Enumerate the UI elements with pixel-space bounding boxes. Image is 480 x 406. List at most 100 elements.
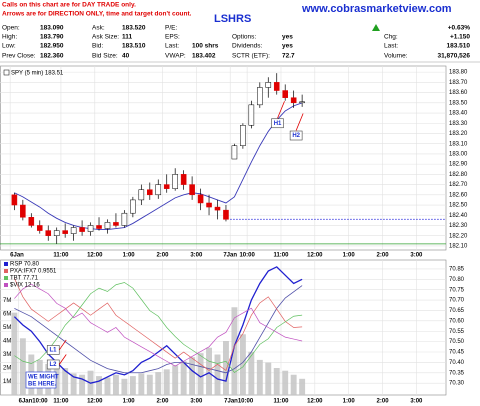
annotation-box <box>271 118 284 129</box>
y-tick-label: 70.40 <box>449 360 465 366</box>
quote-label: Last: <box>384 43 398 50</box>
quote-label: Dividends: <box>232 43 263 50</box>
y-tick-label: 70.30 <box>449 381 465 387</box>
legend-text: TBT 77.71 <box>10 276 39 282</box>
candle-body <box>223 209 229 220</box>
quote-value: yes <box>282 43 293 50</box>
volume-bar <box>146 374 153 395</box>
x-tick-label: 3:00 <box>190 399 203 405</box>
volume-bar <box>256 359 263 395</box>
y2-tick-label: 3M <box>3 352 11 358</box>
candle-body <box>79 227 85 232</box>
candle-body <box>180 174 187 185</box>
candle-body <box>96 225 102 229</box>
quote-value: yes <box>282 34 293 41</box>
candle-body <box>231 145 238 160</box>
y-tick-label: 183.50 <box>449 100 468 106</box>
series-line <box>14 282 303 373</box>
quote-label: Bid: <box>92 43 103 50</box>
quote-value: 183.090 <box>40 25 64 32</box>
candle-body <box>163 184 170 189</box>
x-tick-label: 7Jan10:00 <box>224 399 254 405</box>
volume-bar <box>197 353 204 395</box>
quote-value: 183.402 <box>192 53 216 60</box>
series-line <box>14 278 303 372</box>
y-tick-label: 70.50 <box>449 339 465 345</box>
quote-value: 183.790 <box>40 34 64 41</box>
x-tick-label: 11:00 <box>273 253 289 259</box>
quote-label: Ask Size: <box>92 34 119 41</box>
annotation-text: L1 <box>49 348 57 354</box>
x-tick-label: 2:00 <box>156 253 169 259</box>
quote-value: 183.510 <box>447 43 471 50</box>
annotation-arrow <box>277 101 285 119</box>
legend-text: PXA:IFX7 0.9551 <box>10 269 57 275</box>
x-tick-label: 6Jan <box>10 253 24 259</box>
legend-swatch <box>4 262 8 266</box>
y-tick-label: 70.75 <box>449 287 465 293</box>
volume-bar <box>214 354 221 395</box>
volume-bar <box>282 370 289 395</box>
volume-bar <box>231 307 238 395</box>
series-line <box>13 266 303 384</box>
quote-label: Low: <box>2 43 16 50</box>
quote-label: Volume: <box>384 53 408 60</box>
volume-bar <box>265 362 272 395</box>
volume-bar <box>172 365 179 395</box>
x-tick-label: 12:00 <box>87 399 103 405</box>
quote-label: High: <box>2 34 17 41</box>
y-tick-label: 182.50 <box>449 203 468 209</box>
y-tick-label: 70.55 <box>449 329 465 335</box>
quote-label: Open: <box>2 25 20 32</box>
quote-label: Options: <box>232 34 256 41</box>
quote-value: 31,870,526 <box>437 53 470 60</box>
quote-value: +0.63% <box>448 25 470 32</box>
candle-body <box>214 206 221 211</box>
x-tick-label: 7Jan <box>223 253 237 259</box>
candle-body <box>155 184 162 196</box>
y2-tick-label: 2M <box>3 366 11 372</box>
quote-label: Chg: <box>384 34 398 41</box>
candle-body <box>290 97 297 104</box>
quote-label: Prev Close: <box>2 53 36 60</box>
callout-text: WE MIGHT <box>28 375 59 381</box>
candle-body <box>147 189 153 196</box>
volume-bar <box>62 368 69 395</box>
symbol-title: LSHRS <box>214 13 251 25</box>
volume-bar <box>163 369 170 395</box>
candle-body <box>138 189 145 201</box>
candle-body <box>282 90 288 98</box>
quote-value: 182.360 <box>40 53 64 60</box>
candle-body <box>240 125 246 146</box>
candle-body <box>130 199 136 214</box>
volume-bar <box>121 378 128 395</box>
y-tick-label: 183.30 <box>449 121 468 127</box>
y-tick-label: 183.70 <box>449 80 468 86</box>
y-tick-label: 183.10 <box>449 141 468 147</box>
quote-value: 182.950 <box>40 43 64 50</box>
up-triangle <box>372 24 380 31</box>
x-tick-label: 12:00 <box>87 253 103 259</box>
quote-label: P/E: <box>165 25 177 32</box>
quote-label: EPS: <box>165 34 180 41</box>
candle-body <box>53 230 60 236</box>
x-tick-label: 2:00 <box>377 399 390 405</box>
volume-bar <box>223 341 229 395</box>
note-line: Arrows are for DIRECTION ONLY, time and … <box>2 11 192 18</box>
quote-label: VWAP: <box>165 53 186 60</box>
quote-value: 40 <box>122 53 130 60</box>
candle-body <box>104 222 111 229</box>
y-tick-label: 183.00 <box>449 151 468 157</box>
series-line <box>14 285 303 374</box>
legend-swatch <box>4 269 8 273</box>
y-tick-label: 70.45 <box>449 350 465 356</box>
volume-bar <box>129 376 136 395</box>
volume-bar <box>189 357 196 395</box>
volume-bar <box>273 368 280 395</box>
y-tick-label: 70.60 <box>449 318 465 324</box>
y-tick-label: 70.65 <box>449 308 465 314</box>
annotation-text: H2 <box>292 133 300 139</box>
callout-box <box>25 371 57 389</box>
candle-body <box>87 225 94 232</box>
